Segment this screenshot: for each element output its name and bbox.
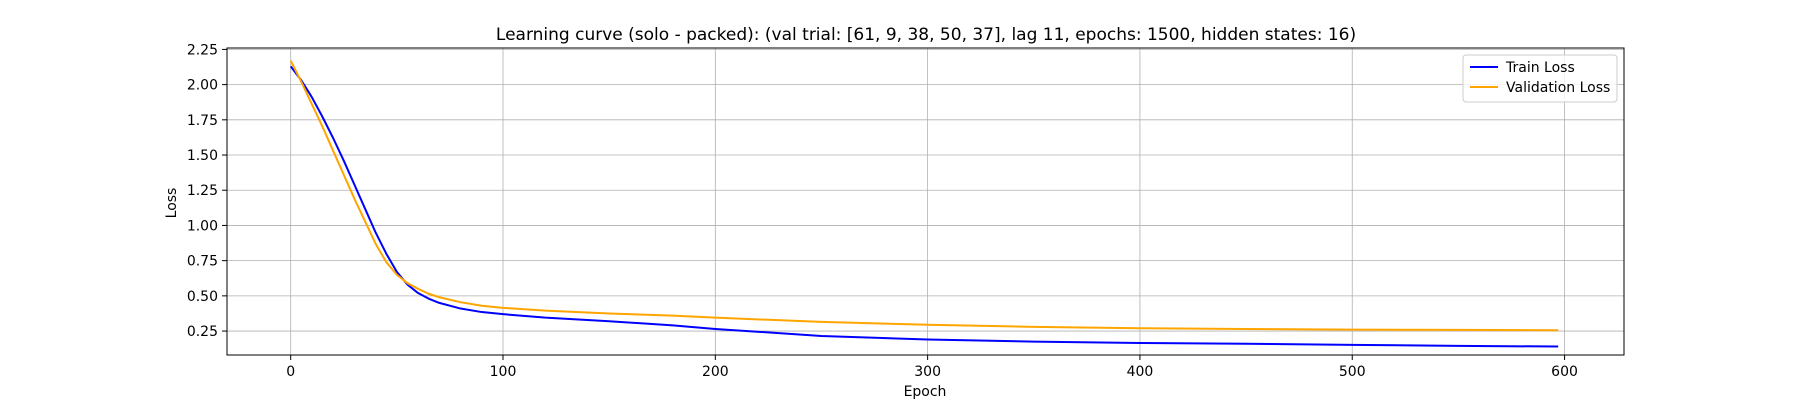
x-tick-label: 0: [286, 364, 295, 380]
series-line-train-loss: [289, 65, 1559, 348]
x-axis-label: Epoch: [904, 384, 947, 400]
y-tick-label: 1.50: [187, 148, 218, 164]
y-tick-label: 0.50: [187, 289, 218, 305]
x-tick-label: 300: [914, 364, 941, 380]
grid: [227, 48, 1624, 355]
y-tick-label: 1.00: [187, 218, 218, 234]
legend-label-validation-loss: Validation Loss: [1506, 80, 1610, 96]
y-tick-label: 2.25: [187, 42, 218, 58]
legend: Train Loss Validation Loss: [1462, 54, 1618, 103]
y-tick-label: 0.25: [187, 324, 218, 340]
x-tick-label: 200: [702, 364, 729, 380]
x-axis-ticks: 0 100 200 300 400 500 600: [286, 355, 1578, 380]
y-tick-label: 2.00: [187, 78, 218, 94]
series-layer: [289, 60, 1559, 348]
y-tick-label: 1.25: [187, 183, 218, 199]
y-tick-label: 0.75: [187, 254, 218, 270]
chart-title: Learning curve (solo - packed): (val tri…: [496, 25, 1356, 45]
x-tick-label: 400: [1127, 364, 1154, 380]
x-tick-label: 500: [1339, 364, 1366, 380]
y-axis-ticks: 0.25 0.50 0.75 1.00 1.25 1.50 1.75 2.00 2.25: [187, 42, 227, 340]
y-tick-label: 1.75: [187, 113, 218, 129]
series-line-validation-loss: [289, 60, 1559, 332]
x-tick-label: 100: [490, 364, 517, 380]
x-tick-label: 600: [1551, 364, 1578, 380]
legend-label-train-loss: Train Loss: [1505, 60, 1575, 76]
y-axis-label: Loss: [164, 188, 180, 219]
legend-box: [1462, 54, 1618, 103]
plot-frame: [226, 47, 1625, 356]
